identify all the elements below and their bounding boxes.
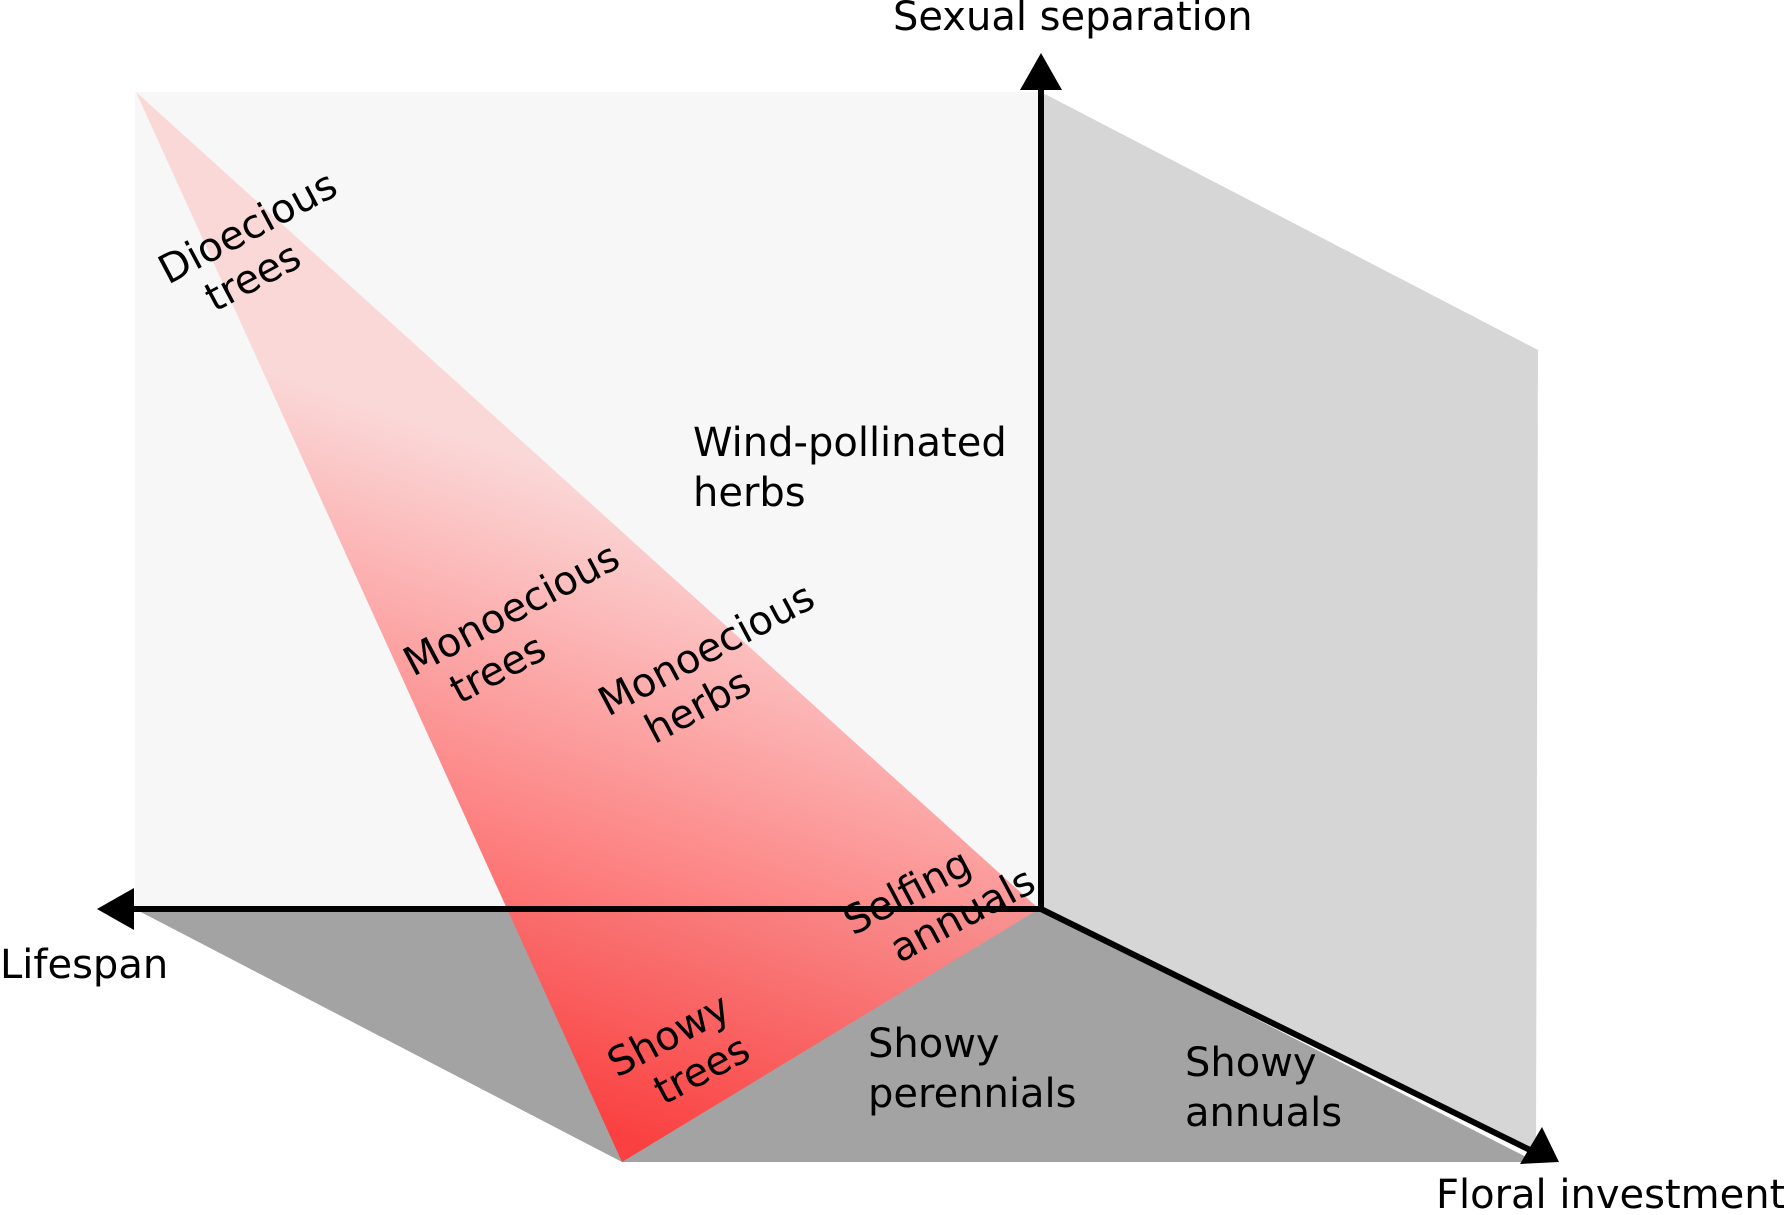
svg-text:annuals: annuals [1185, 1090, 1342, 1136]
left-axis-label: Lifespan [0, 942, 168, 988]
right-axis-label: Floral investment [1436, 1172, 1784, 1210]
right-axis [1039, 906, 1532, 1153]
strategy-triangle [136, 92, 1039, 1162]
svg-text:herbs: herbs [693, 470, 806, 516]
svg-text:Showy: Showy [1185, 1040, 1317, 1086]
label-showy-perennials: Showy perennials [868, 1021, 1076, 1117]
right-axis-arrowhead [1520, 1127, 1559, 1164]
svg-text:Wind-pollinated: Wind-pollinated [693, 420, 1007, 466]
vertical-axis-label: Sexual separation [893, 0, 1253, 40]
svg-text:Showy: Showy [868, 1021, 1000, 1067]
label-showy-annuals: Showy annuals [1185, 1040, 1342, 1136]
vertical-axis-arrowhead [1020, 53, 1062, 90]
svg-text:perennials: perennials [868, 1071, 1076, 1117]
side-plane [1041, 92, 1538, 1150]
floor-plane [135, 909, 1536, 1162]
label-wind-pollinated-herbs: Wind-pollinated herbs [693, 420, 1007, 516]
left-axis-arrowhead [97, 888, 134, 930]
